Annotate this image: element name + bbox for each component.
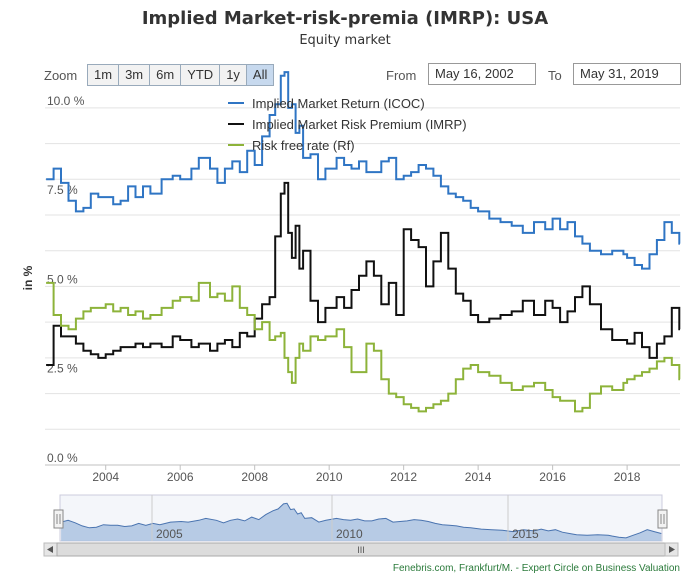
scrollbar[interactable]: III [43, 542, 679, 557]
x-tick-label: 2012 [390, 470, 417, 484]
series-rf-line[interactable] [46, 281, 681, 413]
navigator-label-2015: 2015 [512, 527, 539, 541]
series-imrp-line[interactable] [46, 181, 681, 366]
navigator-right-handle[interactable] [657, 509, 668, 529]
zoom-1y-button[interactable]: 1y [219, 64, 247, 86]
y-tick-label: 10.0 % [47, 94, 85, 108]
y-axis-ticks: 0.0 % 2.5 % 5.0 % 7.5 % 10.0 % [47, 94, 85, 465]
series-icoc-line[interactable] [46, 71, 681, 270]
navigator[interactable]: 2005 2010 2015 [53, 494, 668, 542]
x-tick-label: 2004 [92, 470, 119, 484]
chart-subtitle: Equity market [299, 33, 391, 48]
scrollbar-grip: III [357, 545, 365, 555]
x-tick-label: 2014 [465, 470, 492, 484]
legend-icoc-label: Implied Market Return (ICOC) [252, 96, 425, 111]
zoom-3m-button[interactable]: 3m [118, 64, 151, 86]
zoom-label: Zoom [44, 68, 78, 83]
navigator-left-handle[interactable] [53, 509, 64, 529]
y-tick-label: 7.5 % [47, 183, 78, 197]
range-from-input[interactable]: May 16, 2002 [428, 63, 536, 85]
arrow-left-icon [47, 546, 53, 553]
zoom-all-button[interactable]: All [245, 64, 275, 86]
y-axis-label: in % [21, 265, 35, 290]
range-to-input[interactable]: May 31, 2019 [573, 63, 681, 85]
y-tick-label: 5.0 % [47, 272, 78, 286]
series-lines [46, 71, 681, 413]
x-tick-label: 2018 [614, 470, 641, 484]
grid-lines [45, 107, 680, 466]
y-tick-label: 2.5 % [47, 362, 78, 376]
legend-item-imrp[interactable]: Implied Market Risk Premium (IMRP) [228, 117, 467, 132]
navigator-label-2005: 2005 [156, 527, 183, 541]
navigator-series-line [60, 502, 662, 539]
x-tick-label: 2016 [539, 470, 566, 484]
x-axis-ticks: 2004 2006 2008 2010 2012 2014 2016 2018 [92, 465, 641, 484]
navigator-label-2010: 2010 [336, 527, 363, 541]
range-from-label: From [386, 68, 417, 83]
legend-imrp-label: Implied Market Risk Premium (IMRP) [252, 117, 467, 132]
range-to-label: To [548, 68, 562, 83]
x-tick-label: 2010 [316, 470, 343, 484]
legend: Implied Market Return (ICOC) Implied Mar… [228, 96, 467, 153]
x-tick-label: 2006 [167, 470, 194, 484]
legend-item-icoc[interactable]: Implied Market Return (ICOC) [228, 96, 425, 111]
legend-rf-label: Risk free rate (Rf) [252, 138, 355, 153]
zoom-button-group: 1m 3m 6m YTD 1y All [87, 64, 275, 86]
x-tick-label: 2008 [241, 470, 268, 484]
arrow-right-icon [669, 546, 675, 553]
credit-footer: Fenebris.com, Frankfurt/M. - Expert Circ… [392, 563, 680, 574]
y-tick-label: 0.0 % [47, 451, 78, 465]
chart-title: Implied Market-risk-premia (IMRP): USA [141, 8, 549, 29]
zoom-1m-button[interactable]: 1m [87, 64, 120, 86]
legend-item-rf[interactable]: Risk free rate (Rf) [228, 138, 355, 153]
zoom-ytd-button[interactable]: YTD [180, 64, 221, 86]
